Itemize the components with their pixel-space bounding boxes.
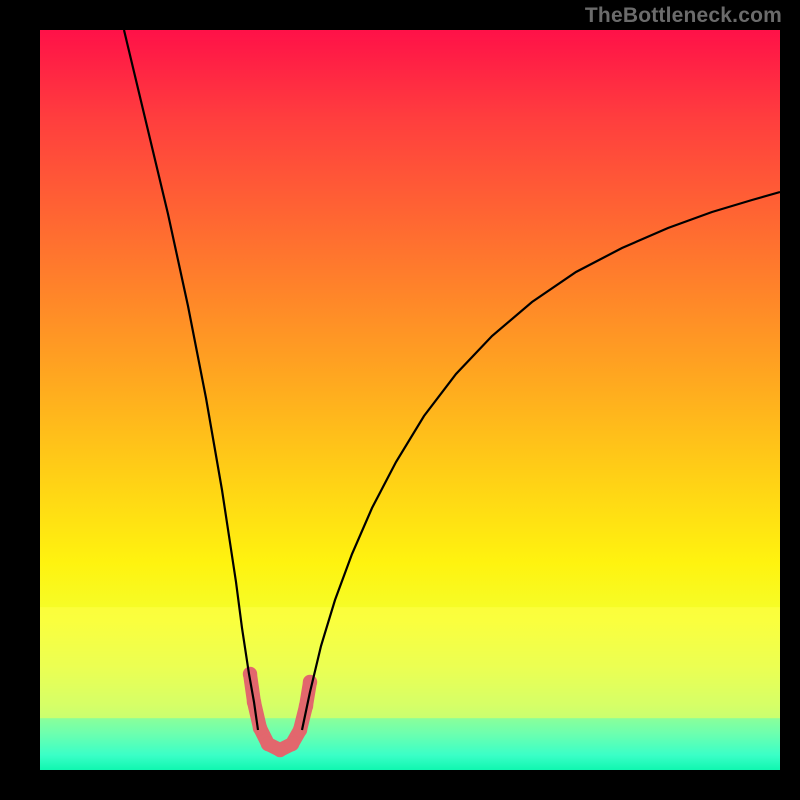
chart-container: [40, 30, 780, 770]
valley-marker-point: [303, 675, 317, 689]
bottleneck-chart: [40, 30, 780, 770]
valley-marker-point: [253, 721, 267, 735]
watermark-text: TheBottleneck.com: [585, 4, 782, 28]
highlight-band: [40, 607, 780, 718]
valley-marker-point: [293, 723, 307, 737]
valley-marker-point: [285, 737, 299, 751]
